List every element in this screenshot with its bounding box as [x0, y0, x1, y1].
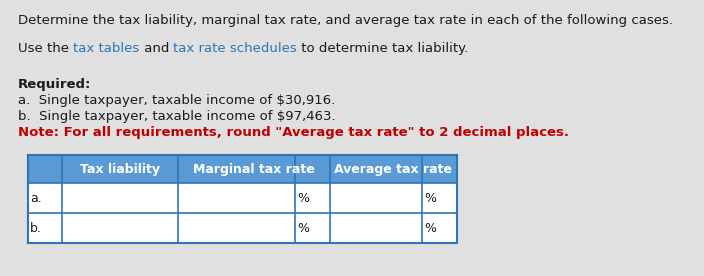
Text: b.  Single taxpayer, taxable income of $97,463.: b. Single taxpayer, taxable income of $9…	[18, 110, 336, 123]
Text: and: and	[139, 42, 173, 55]
Bar	[28, 155, 457, 183]
Text: b.: b.	[30, 222, 42, 235]
Text: Required:: Required:	[18, 78, 92, 91]
Text: a.  Single taxpayer, taxable income of $30,916.: a. Single taxpayer, taxable income of $3…	[18, 94, 335, 107]
Text: Marginal tax rate: Marginal tax rate	[193, 163, 315, 176]
Text: Tax liability: Tax liability	[80, 163, 160, 176]
Text: Determine the tax liability, marginal tax rate, and average tax rate in each of : Determine the tax liability, marginal ta…	[18, 14, 673, 27]
Text: Average tax rate: Average tax rate	[334, 163, 453, 176]
Text: to determine tax liability.: to determine tax liability.	[297, 42, 468, 55]
Text: tax rate schedules: tax rate schedules	[173, 42, 297, 55]
Bar	[28, 183, 457, 213]
Text: Note: For all requirements, round "Average tax rate" to 2 decimal places.: Note: For all requirements, round "Avera…	[18, 126, 569, 139]
Text: %: %	[297, 192, 309, 205]
Text: %: %	[424, 192, 436, 205]
Text: %: %	[424, 222, 436, 235]
Text: Use the: Use the	[18, 42, 73, 55]
Text: a.: a.	[30, 192, 42, 205]
Text: %: %	[297, 222, 309, 235]
Bar	[28, 213, 457, 243]
Text: tax tables: tax tables	[73, 42, 139, 55]
